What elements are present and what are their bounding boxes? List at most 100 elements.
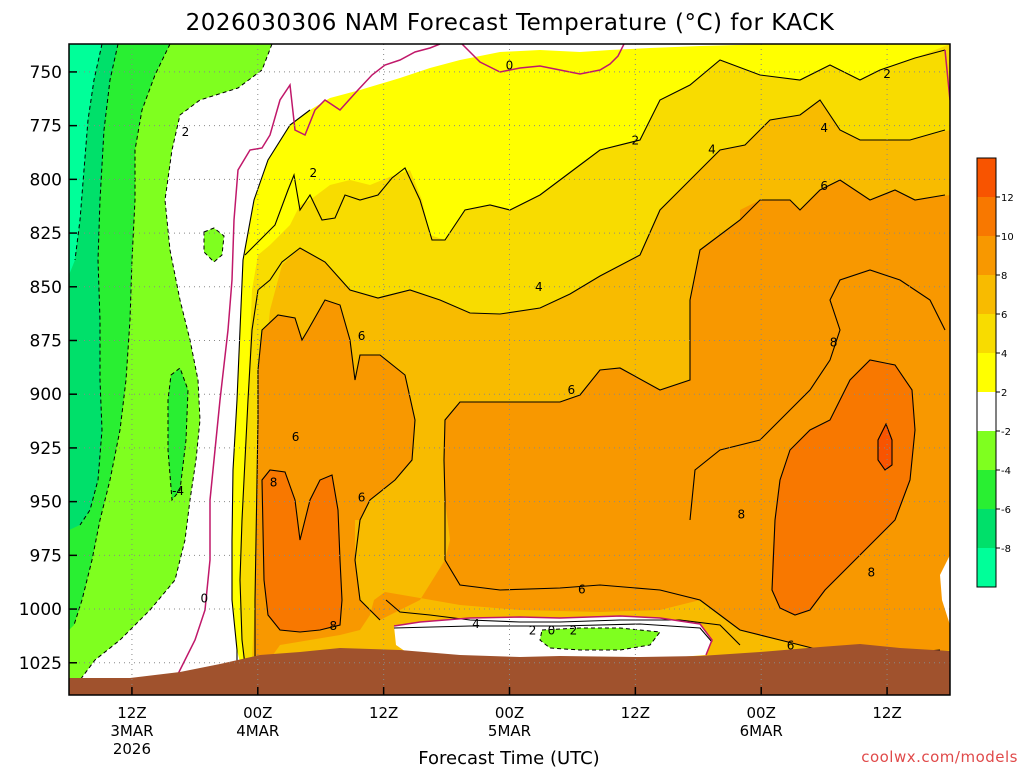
contour-8-left [261, 469, 343, 633]
contour-2-near-surface [393, 623, 713, 643]
y-tick-label: 975 [30, 546, 62, 566]
x-tick-label: 12Z [621, 704, 650, 722]
colorbar-swatch [977, 548, 996, 587]
contour-label: 0 [506, 58, 514, 72]
x-tick-sublabel: 4MAR [236, 722, 279, 740]
x-tick-sublabel: 6MAR [740, 722, 783, 740]
contour-label: 0 [200, 591, 208, 605]
colorbar-label: 4 [1001, 349, 1007, 360]
contour-label: 4 [535, 280, 543, 294]
y-tick-label: 800 [30, 170, 62, 190]
contour-label: 4 [472, 617, 480, 631]
y-tick-label: 850 [30, 278, 62, 298]
x-tick-label: 00Z [495, 704, 524, 722]
contour-minus2 [79, 44, 273, 681]
contour-8-right [771, 359, 916, 616]
contour-label: 6 [787, 639, 795, 653]
chart-title: 2026030306 NAM Forecast Temperature (°C)… [186, 10, 835, 36]
colorbar: 12 10 8 6 4 2 -2 -4 -6 -8 [976, 157, 1014, 588]
colorbar-swatch [977, 197, 996, 236]
y-tick-label: 950 [30, 493, 62, 513]
region-10b [772, 360, 915, 615]
region-10a [262, 470, 342, 632]
contour-2-upper [244, 49, 946, 256]
y-tick-label: 825 [30, 224, 62, 244]
colorbar-swatch [977, 314, 996, 353]
colorbar-swatch [977, 431, 996, 470]
region-minus8 [69, 44, 102, 275]
colorbar-label: -2 [1001, 427, 1011, 438]
contour-label: 8 [830, 336, 838, 350]
x-tick-label: 00Z [747, 704, 776, 722]
zero-contour-lines [169, 44, 950, 691]
x-tick-sublabel: 2026 [113, 740, 151, 758]
contour-label: 2 [182, 125, 190, 139]
contour-minus2-island [203, 227, 225, 263]
colorbar-swatch [977, 353, 996, 392]
x-tick-label: 00Z [243, 704, 272, 722]
colorbar-frame [976, 157, 997, 588]
contour-8-outer [689, 269, 946, 521]
x-tick-sublabel: 3MAR [110, 722, 153, 740]
contour-label: 2 [632, 134, 640, 148]
x-tick-sublabel: 5MAR [488, 722, 531, 740]
x-tick-label: 12Z [872, 704, 901, 722]
contour-2 [231, 109, 311, 690]
contour-label: 2 [310, 166, 318, 180]
contour-label: 4 [820, 121, 828, 135]
contour-label: 6 [820, 179, 828, 193]
contour-4-near-surface [385, 599, 741, 646]
colorbar-label: -4 [1001, 466, 1011, 477]
contour-label: 6 [358, 490, 366, 504]
contour-zero-right [944, 49, 950, 101]
y-tick-label: 1025 [19, 654, 62, 674]
colorbar-label: 8 [1001, 271, 1007, 282]
contour-label: 6 [358, 329, 366, 343]
x-axis-label: Forecast Time (UTC) [418, 748, 599, 768]
contour-minus4-lobe [167, 367, 189, 502]
colorbar-swatch [977, 275, 996, 314]
colorbar-swatch [977, 392, 996, 431]
contour-label: 8 [270, 475, 278, 489]
region-12 [878, 424, 892, 470]
colorbar-label: -8 [1001, 544, 1011, 555]
contour-10 [877, 422, 893, 471]
dashed-contours [73, 44, 661, 681]
contour-label: 6 [292, 430, 300, 444]
colorbar-label: 2 [1001, 388, 1007, 399]
y-axis: 750 775 800 825 850 875 900 925 950 975 1000 1025 [19, 63, 77, 674]
y-tick-label: 775 [30, 117, 62, 137]
y-tick-label: 875 [30, 331, 62, 351]
y-tick-label: 1000 [19, 600, 62, 620]
contour-label: 6 [578, 583, 586, 597]
contour-zero-top [461, 44, 625, 75]
credit-text: coolwx.com/models [861, 748, 1018, 766]
colorbar-swatch [977, 470, 996, 509]
grid-lines [69, 44, 950, 695]
colorbar-swatch [977, 236, 996, 275]
colorbar-swatch [977, 509, 996, 548]
contour-label: 8 [868, 566, 876, 580]
region-near-surface-green [540, 628, 660, 650]
x-tick-label: 12Z [369, 704, 398, 722]
contour-minus2-near-surface [539, 627, 661, 651]
contour-label: 0 [548, 624, 556, 638]
x-tick-label: 12Z [117, 704, 146, 722]
region-minus2-island [204, 228, 224, 262]
contour-zero-near-surface [393, 615, 713, 656]
contour-6 [254, 299, 416, 680]
contour-label: 2 [529, 624, 537, 638]
colorbar-label: 6 [1001, 310, 1007, 321]
contour-minus6 [79, 44, 119, 526]
y-tick-label: 750 [30, 63, 62, 83]
contour-label: 2 [883, 67, 891, 81]
region-right-edge [940, 555, 950, 625]
colorbar-label: 12 [1001, 193, 1014, 204]
contour-label: 8 [737, 508, 745, 522]
contour-label: -4 [172, 484, 184, 498]
contour-label: 4 [708, 142, 716, 156]
